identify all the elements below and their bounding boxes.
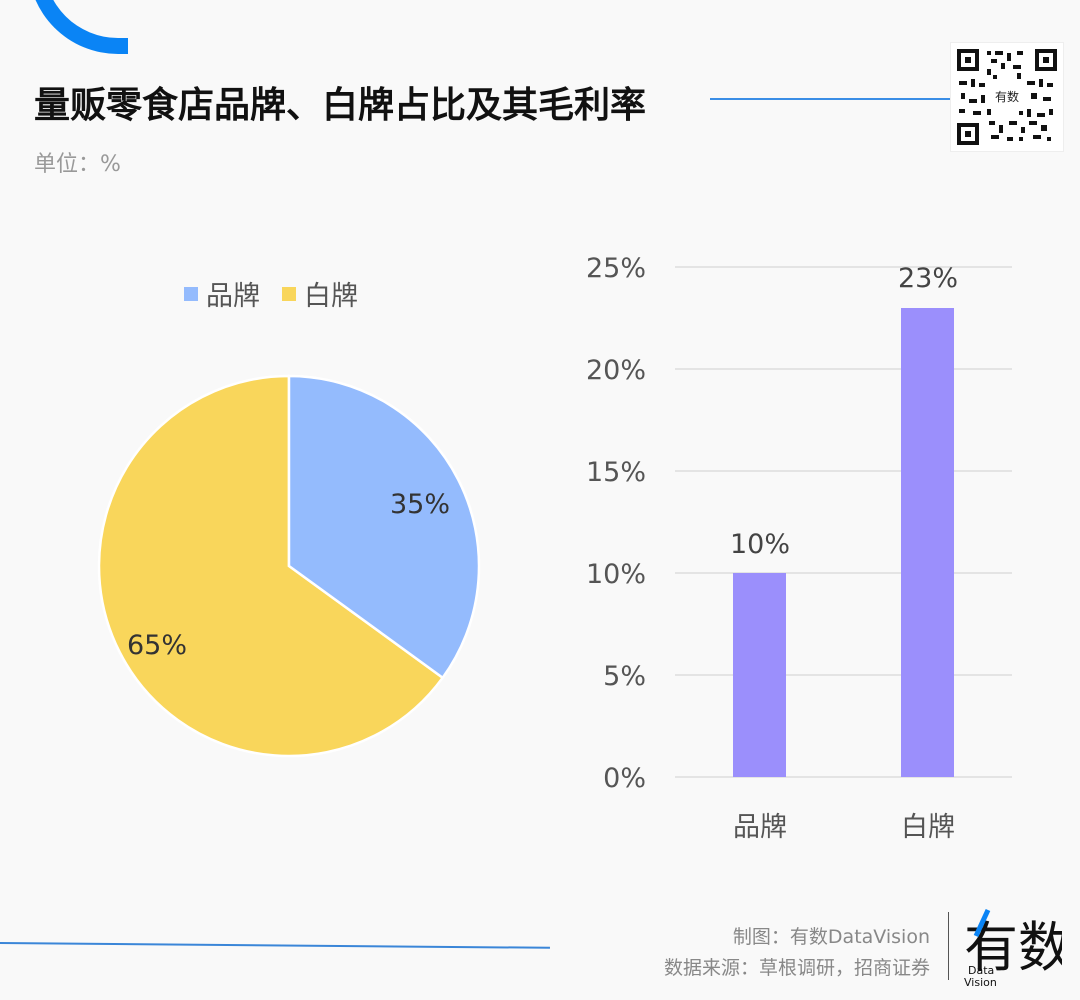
pie-legend: 品牌 白牌 bbox=[184, 274, 372, 313]
bar-label-white-label: 23% bbox=[898, 263, 958, 294]
brand-logo: 有数 Data Vision bbox=[964, 908, 1062, 989]
y-axis-ticks: 25% 20% 15% 10% 5% 0% bbox=[586, 253, 646, 794]
pie-chart: 35% 65% bbox=[97, 374, 481, 758]
qr-finder-icon bbox=[957, 123, 979, 145]
footer-credits: 制图：有数DataVision 数据来源：草根调研，招商证券 bbox=[664, 922, 930, 984]
credit-text: 制图：有数DataVision bbox=[732, 926, 930, 948]
title-rule-divider bbox=[710, 98, 950, 100]
y-tick: 25% bbox=[586, 253, 646, 284]
brand-logo-sub-2: Vision bbox=[964, 976, 997, 989]
x-tick-white-label: 白牌 bbox=[901, 812, 955, 843]
bar-white-label[interactable] bbox=[901, 308, 954, 777]
qr-modules-icon bbox=[959, 51, 1053, 141]
y-tick: 10% bbox=[586, 559, 646, 590]
legend-swatch-brand-icon bbox=[184, 286, 198, 301]
unit-label: 单位：% bbox=[34, 152, 121, 177]
qr-finder-icon bbox=[957, 49, 979, 71]
pie-label-white-label: 65% bbox=[127, 630, 187, 661]
source-text: 数据来源：草根调研，招商证券 bbox=[663, 957, 930, 979]
y-tick: 0% bbox=[603, 763, 646, 794]
qr-finder-icon bbox=[1035, 49, 1057, 71]
bar-brand[interactable] bbox=[733, 573, 786, 777]
bar-gridlines bbox=[675, 266, 1012, 778]
bar-chart: 25% 20% 15% 10% 5% 0% 10% 23% 品牌 白牌 bbox=[586, 253, 1012, 843]
brand-accent-stroke-icon bbox=[973, 908, 991, 938]
legend-label-brand: 品牌 bbox=[206, 281, 260, 312]
page-title: 量贩零食店品牌、白牌占比及其毛利率 bbox=[34, 85, 647, 126]
qr-center-logo: 有数 bbox=[993, 85, 1021, 109]
qr-code[interactable]: 有数 bbox=[950, 42, 1064, 152]
pie-label-brand: 35% bbox=[390, 489, 450, 520]
legend-swatch-white-label-icon bbox=[282, 286, 296, 301]
pie-slice-brand[interactable] bbox=[287, 374, 481, 680]
pie-slice-white-label[interactable] bbox=[97, 374, 445, 758]
footer-rule-divider bbox=[0, 942, 550, 949]
legend-label-white-label: 白牌 bbox=[304, 281, 358, 312]
footer-vertical-divider bbox=[948, 912, 949, 980]
legend-item-white-label[interactable]: 白牌 bbox=[282, 274, 358, 313]
legend-item-brand[interactable]: 品牌 bbox=[184, 274, 260, 313]
brand-logo-sub-1: Data bbox=[968, 964, 994, 977]
bar-label-brand: 10% bbox=[730, 529, 790, 560]
x-tick-brand: 品牌 bbox=[733, 812, 787, 843]
y-tick: 15% bbox=[586, 457, 646, 488]
y-tick: 5% bbox=[603, 661, 646, 692]
y-tick: 20% bbox=[586, 355, 646, 386]
